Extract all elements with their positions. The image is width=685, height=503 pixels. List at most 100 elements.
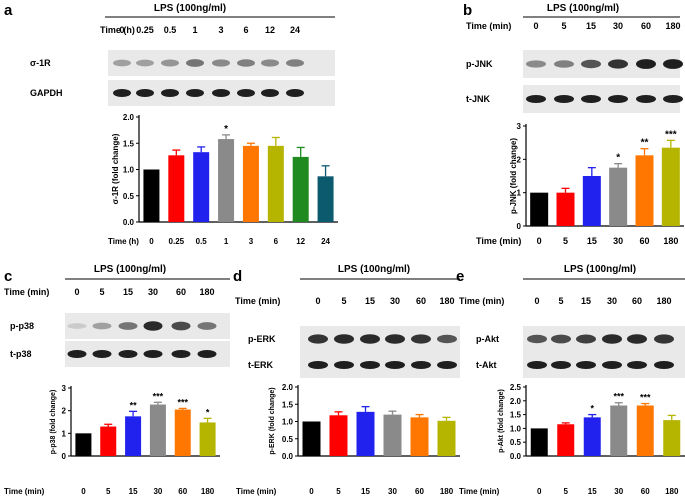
blot-band-b-1-3 [608,95,628,103]
blot-band-d-0-2 [360,334,380,344]
significance-mark-c-4: *** [177,397,188,407]
y-tick-label-b-1: 1 [517,189,522,198]
blot-band-a-0-7 [286,59,304,67]
time-point-a-0: 0 [119,25,124,35]
time-point-b-4: 60 [641,21,651,31]
y-tick-label-a-1: 0.5 [123,192,135,201]
x-tick-label-a-7: 24 [321,237,330,246]
time-point-d-1: 5 [341,296,346,306]
blot-band-d-1-0 [308,361,328,369]
y-tick-label-e-0: 0.0 [510,452,522,461]
treatment-label-b: LPS (100ng/ml) [547,3,619,14]
blot-band-c-1-2 [118,350,138,358]
bar-e-0 [530,428,548,456]
blot-band-b-0-2 [581,59,601,69]
y-tick-label-a-4: 2.0 [123,113,135,122]
x-tick-label-a-6: 12 [296,237,305,246]
time-point-b-2: 15 [586,21,596,31]
significance-mark-e-4: *** [640,393,651,403]
x-axis-label-e: Time (min) [459,487,500,496]
time-point-a-2: 0.5 [164,25,177,35]
blot-band-e-1-0 [527,361,547,369]
blot-band-c-0-1 [92,322,112,330]
y-tick-label-d-0: 0.0 [282,452,294,461]
time-point-a-3: 1 [192,25,197,35]
blot-band-a-0-6 [261,59,279,67]
bar-e-1 [557,424,575,456]
time-point-e-0: 0 [534,296,539,306]
bar-b-3 [609,167,628,226]
bar-d-1 [329,415,348,456]
time-point-b-1: 5 [561,21,566,31]
time-point-c-0: 0 [74,287,79,297]
blot-band-a-0-4 [212,59,230,67]
time-label-c: Time (min) [4,287,49,297]
blot-band-a-0-1 [136,59,154,67]
significance-mark-b-5: *** [665,129,677,140]
x-tick-label-d-3: 30 [388,487,397,496]
blot-background-b-1 [523,85,680,113]
x-tick-label-e-0: 0 [537,487,542,496]
x-tick-label-d-2: 15 [361,487,370,496]
x-tick-label-b-5: 180 [663,236,678,246]
x-tick-label-b-2: 15 [587,236,597,246]
time-label-e: Time (min) [459,296,504,306]
blot-band-a-0-5 [237,59,255,67]
blot-band-b-1-0 [526,95,546,103]
blot-band-c-0-0 [67,323,87,329]
x-tick-label-e-3: 30 [614,487,623,496]
time-point-d-4: 60 [416,296,426,306]
bar-b-5 [661,147,680,226]
y-tick-label-b-3: 3 [517,122,522,131]
blot-band-e-0-4 [627,334,647,344]
blot-label-c-1: t-p38 [10,349,32,359]
time-point-a-6: 12 [265,25,275,35]
blot-band-a-0-2 [161,59,179,67]
bar-e-2 [583,417,601,456]
blot-label-b-1: t-JNK [466,94,490,104]
time-point-e-3: 30 [607,296,617,306]
panel-letter-d: d [233,268,242,285]
blot-band-a-1-1 [136,89,154,97]
blot-band-d-0-4 [411,334,431,344]
x-tick-label-e-4: 60 [641,487,650,496]
x-tick-label-d-4: 60 [415,487,424,496]
time-label-d: Time (min) [235,296,280,306]
x-tick-label-a-2: 0.5 [196,237,208,246]
time-point-d-5: 180 [439,296,454,306]
blot-band-a-0-3 [186,59,204,67]
bar-c-3 [149,404,166,456]
panel-letter-a: a [4,2,13,19]
treatment-label-d: LPS (100ng/ml) [338,264,410,275]
blot-label-c-0: p-p38 [10,321,34,331]
y-tick-label-a-0: 0.0 [123,218,135,227]
y-tick-label-c-1: 1 [62,429,67,438]
time-point-e-4: 60 [632,296,642,306]
bar-c-4 [174,409,191,456]
x-tick-label-c-0: 0 [81,487,86,496]
bar-e-5 [663,420,681,456]
x-tick-label-d-1: 5 [336,487,341,496]
blot-band-e-1-4 [627,361,647,369]
blot-band-b-0-4 [636,59,656,69]
y-tick-label-a-2: 1.0 [123,166,135,175]
y-tick-label-a-3: 1.5 [123,139,135,148]
significance-mark-e-2: * [590,404,594,414]
time-point-c-4: 60 [176,287,186,297]
blot-band-a-1-4 [212,89,230,97]
blot-band-d-0-1 [334,334,354,344]
x-axis-label-d: Time (min) [236,487,277,496]
blot-band-e-1-2 [576,361,596,369]
x-tick-label-e-5: 180 [665,487,679,496]
blot-band-a-1-3 [186,89,204,97]
blot-band-d-1-2 [360,361,380,369]
bar-b-4 [635,155,654,226]
blot-label-a-1: GAPDH [30,88,63,98]
treatment-label-c: LPS (100ng/ml) [94,264,166,275]
bar-c-2 [125,416,142,456]
x-axis-label-c: Time (min) [4,487,45,496]
bar-a-4 [242,145,259,222]
time-point-b-5: 180 [665,21,680,31]
blot-band-d-1-4 [411,361,431,369]
blot-band-a-1-5 [237,89,255,97]
